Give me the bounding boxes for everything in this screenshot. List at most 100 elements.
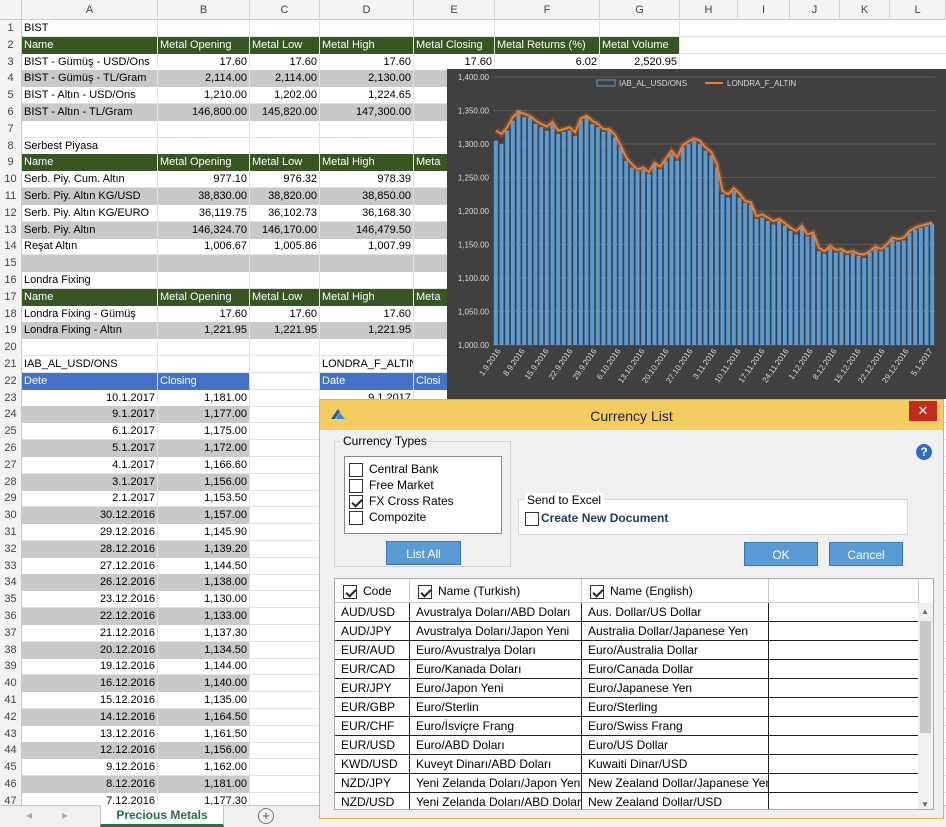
cell[interactable]: 1,221.95 <box>158 322 250 340</box>
cell[interactable]: 36,168.30 <box>320 204 414 222</box>
currency-type-option[interactable]: FX Cross Rates <box>349 493 454 509</box>
cell[interactable] <box>600 20 680 37</box>
cell[interactable] <box>22 255 158 273</box>
row-number[interactable]: 38 <box>0 641 22 659</box>
cell[interactable] <box>250 456 320 474</box>
cell[interactable]: 1,140.00 <box>158 675 250 693</box>
cell[interactable]: Londra Fixing - Gümüş <box>22 305 158 323</box>
scroll-down-icon[interactable]: ▼ <box>921 800 929 809</box>
currency-type-option[interactable]: Free Market <box>349 477 434 493</box>
cell[interactable]: 10.1.2017 <box>22 389 158 407</box>
cell[interactable] <box>320 137 414 155</box>
row-number[interactable]: 33 <box>0 557 22 575</box>
grid-cell[interactable]: EUR/CAD <box>335 660 410 679</box>
grid-cell[interactable]: AUD/USD <box>335 603 410 622</box>
column-header-k[interactable]: K <box>840 0 890 20</box>
cell[interactable]: 17.60 <box>320 305 414 323</box>
grid-header-name-english[interactable]: Name (English) <box>582 579 769 603</box>
english-column-checkbox[interactable] <box>590 584 604 599</box>
row-number[interactable]: 25 <box>0 423 22 441</box>
row-number[interactable]: 43 <box>0 725 22 743</box>
row-number[interactable]: 14 <box>0 238 22 256</box>
currency-grid[interactable]: Code Name (Turkish) Name (English) AUD/U… <box>334 578 934 810</box>
cell[interactable]: 978.39 <box>320 171 414 189</box>
grid-cell[interactable]: Euro/ABD Doları <box>410 736 582 755</box>
cell[interactable]: 1,164.50 <box>158 708 250 726</box>
cell[interactable]: BIST - Altın - USD/Ons <box>22 87 158 105</box>
cell[interactable]: Metal Low <box>250 154 320 172</box>
cell[interactable] <box>250 557 320 575</box>
add-sheet-icon[interactable]: + <box>258 808 274 824</box>
cell[interactable]: 30.12.2016 <box>22 507 158 525</box>
grid-cell[interactable]: Euro/Japon Yeni <box>410 679 582 698</box>
cell[interactable]: Date <box>320 372 414 390</box>
grid-cell[interactable] <box>769 660 919 679</box>
grid-cell[interactable]: New Zealand Dollar/USD <box>582 793 769 809</box>
scroll-up-icon[interactable]: ▲ <box>921 607 929 616</box>
cell[interactable]: 1,145.90 <box>158 524 250 541</box>
grid-cell[interactable]: Euro/Sterling <box>582 698 769 717</box>
currency-type-checkbox[interactable] <box>349 478 363 493</box>
code-column-checkbox[interactable] <box>343 584 357 599</box>
column-header-g[interactable]: G <box>600 0 680 20</box>
cell[interactable]: BIST <box>22 20 158 37</box>
row-number[interactable]: 10 <box>0 171 22 189</box>
cell[interactable] <box>250 137 320 155</box>
cell[interactable]: 36,119.75 <box>158 204 250 222</box>
column-header-l[interactable]: L <box>890 0 946 20</box>
cell[interactable] <box>158 137 250 155</box>
grid-row[interactable]: KWD/USD Kuveyt Dinarı/ABD Doları Kuwaiti D… <box>335 755 919 774</box>
currency-type-option[interactable]: Central Bank <box>349 461 438 477</box>
cell[interactable]: 1,006.67 <box>158 238 250 256</box>
cell[interactable]: 1,221.95 <box>320 322 414 340</box>
cell[interactable]: 38,850.00 <box>320 188 414 205</box>
cell[interactable]: 1,137.30 <box>158 624 250 642</box>
cell[interactable]: IAB_AL_USD/ONS <box>22 356 158 373</box>
cell[interactable]: Metal Opening <box>158 36 250 54</box>
row-number[interactable]: 46 <box>0 776 22 793</box>
cell[interactable] <box>320 272 414 289</box>
cell[interactable] <box>158 255 250 273</box>
grid-header-name-turkish[interactable]: Name (Turkish) <box>410 579 582 603</box>
row-number[interactable]: 23 <box>0 389 22 407</box>
cell[interactable] <box>250 423 320 441</box>
grid-cell[interactable]: Euro/Kanada Doları <box>410 660 582 679</box>
cell[interactable] <box>250 574 320 592</box>
cell[interactable]: 2,520.95 <box>600 53 680 71</box>
cell[interactable]: 1,139.20 <box>158 540 250 558</box>
column-header-j[interactable]: J <box>790 0 840 20</box>
cell[interactable]: 146,170.00 <box>250 221 320 239</box>
grid-cell[interactable]: Euro/İsviçre Frang <box>410 717 582 736</box>
grid-cell[interactable]: Avustralya Doları/Japon Yeni <box>410 622 582 641</box>
column-header-e[interactable]: E <box>414 0 495 20</box>
row-number[interactable]: 15 <box>0 255 22 273</box>
cell[interactable]: 15.12.2016 <box>22 692 158 709</box>
cell[interactable]: 1,007.99 <box>320 238 414 256</box>
cell[interactable]: Metal Volume <box>600 36 680 54</box>
grid-row[interactable]: AUD/JPY Avustralya Doları/Japon Yeni Austr… <box>335 622 919 641</box>
grid-cell[interactable]: New Zealand Dollar/Japanese Yen <box>582 774 769 793</box>
ok-button[interactable]: OK <box>744 542 818 566</box>
cell[interactable]: 1,175.00 <box>158 423 250 441</box>
cancel-button[interactable]: Cancel <box>829 542 903 566</box>
grid-cell[interactable] <box>769 793 919 809</box>
cell[interactable]: Serb. Piy. Cum. Altın <box>22 171 158 189</box>
row-number[interactable]: 13 <box>0 221 22 239</box>
cell[interactable]: Metal High <box>320 154 414 172</box>
grid-cell[interactable]: Euro/US Dollar <box>582 736 769 755</box>
grid-cell[interactable]: Australia Dollar/Japanese Yen <box>582 622 769 641</box>
cell[interactable]: Metal Closing <box>414 36 495 54</box>
cell[interactable]: BIST - Gümüş - TL/Gram <box>22 70 158 88</box>
row-number[interactable]: 28 <box>0 473 22 491</box>
cell[interactable] <box>250 490 320 508</box>
cell[interactable]: BIST - Gümüş - USD/Ons <box>22 53 158 71</box>
cell[interactable]: 2.1.2017 <box>22 490 158 508</box>
cell[interactable]: Metal High <box>320 288 414 306</box>
grid-cell[interactable] <box>769 717 919 736</box>
cell[interactable]: 1,161.50 <box>158 725 250 743</box>
cell[interactable]: 29.12.2016 <box>22 524 158 541</box>
row-number[interactable]: 44 <box>0 742 22 760</box>
cell[interactable] <box>250 742 320 760</box>
grid-cell[interactable]: Euro/Avustralya Doları <box>410 641 582 660</box>
